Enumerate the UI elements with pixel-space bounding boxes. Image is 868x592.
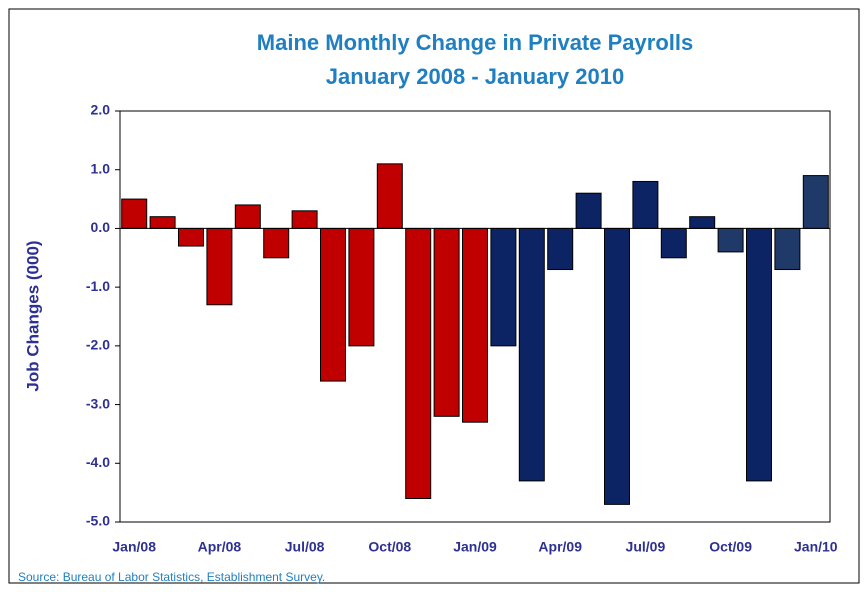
x-tick-label: Oct/09 [709,539,752,555]
x-tick-label: Jan/10 [794,539,838,555]
y-tick-label: 1.0 [91,160,111,176]
bar [320,227,346,382]
bar [206,227,233,306]
y-tick-label: 2.0 [91,102,111,118]
bar [490,227,517,347]
bar [178,227,204,247]
bar [746,227,772,482]
source-note: Source: Bureau of Labor Statistics, Esta… [18,570,325,584]
bar [234,204,261,229]
y-tick-label: -4.0 [86,454,110,470]
x-tick-label: Jul/09 [626,539,666,555]
bar [547,227,574,271]
y-tick-label: -1.0 [86,278,110,294]
y-tick-label: -3.0 [86,395,110,411]
x-tick-label: Apr/08 [198,539,242,555]
x-tick-label: Jan/09 [453,539,497,555]
bar [689,216,716,229]
plot-area [119,110,831,523]
bar [376,163,403,229]
bar [632,180,659,229]
y-tick-label: -2.0 [86,337,110,353]
y-tick-label: 0.0 [91,219,111,235]
bar [462,227,488,423]
bar [802,175,829,229]
bar [263,227,290,259]
bar [518,227,545,482]
bar [291,210,318,229]
bar [348,227,375,347]
bar [717,227,744,253]
bar [405,227,432,500]
bar [774,227,801,271]
bar [604,227,630,505]
x-tick-label: Oct/08 [368,539,411,555]
bar [660,227,687,259]
y-axis-label: Job Changes (000) [23,240,42,391]
bar [433,227,460,417]
chart-title: Maine Monthly Change in Private Payrolls [257,30,693,55]
x-tick-label: Jul/08 [285,539,325,555]
y-tick-label: -5.0 [86,513,110,529]
bar [575,192,602,229]
x-tick-label: Apr/09 [538,539,582,555]
chart-subtitle: January 2008 - January 2010 [326,64,624,89]
x-tick-label: Jan/08 [112,539,156,555]
bar [149,216,176,229]
bar [121,198,148,229]
